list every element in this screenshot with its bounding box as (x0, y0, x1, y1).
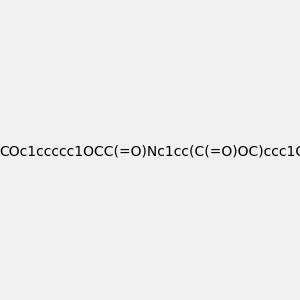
Text: COc1ccccc1OCC(=O)Nc1cc(C(=O)OC)ccc1Cl: COc1ccccc1OCC(=O)Nc1cc(C(=O)OC)ccc1Cl (0, 145, 300, 158)
